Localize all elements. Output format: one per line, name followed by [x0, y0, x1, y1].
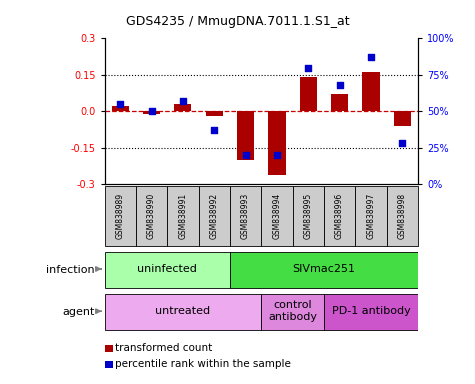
Bar: [174, 104, 191, 111]
Bar: [167, 186, 199, 246]
Text: GSM838998: GSM838998: [398, 193, 407, 239]
Bar: [387, 186, 418, 246]
Text: control
antibody: control antibody: [268, 300, 317, 322]
Bar: [394, 111, 411, 126]
Bar: [136, 186, 167, 246]
Text: GSM838997: GSM838997: [367, 193, 375, 239]
Text: GSM838994: GSM838994: [273, 193, 281, 239]
Point: [242, 152, 249, 158]
Point: [210, 127, 218, 133]
Text: GSM838992: GSM838992: [210, 193, 218, 239]
Point: [399, 141, 406, 147]
Bar: [206, 111, 223, 116]
Text: GSM838990: GSM838990: [147, 193, 156, 239]
Bar: [230, 186, 261, 246]
Bar: [324, 294, 418, 330]
Text: GSM838996: GSM838996: [335, 193, 344, 239]
Bar: [331, 94, 348, 111]
Text: GDS4235 / MmugDNA.7011.1.S1_at: GDS4235 / MmugDNA.7011.1.S1_at: [126, 15, 349, 28]
Point: [336, 82, 343, 88]
Bar: [237, 111, 254, 160]
Text: GSM838989: GSM838989: [116, 193, 124, 239]
Text: transformed count: transformed count: [115, 343, 212, 353]
Bar: [300, 77, 317, 111]
Text: percentile rank within the sample: percentile rank within the sample: [115, 359, 291, 369]
Text: GSM838991: GSM838991: [179, 193, 187, 239]
Bar: [104, 252, 230, 288]
Point: [304, 65, 312, 71]
Text: infection: infection: [47, 265, 95, 275]
Text: agent: agent: [63, 307, 95, 317]
Point: [179, 98, 187, 104]
Bar: [143, 111, 160, 114]
Bar: [112, 106, 129, 111]
Point: [116, 101, 124, 107]
Bar: [355, 186, 387, 246]
Bar: [261, 186, 293, 246]
Bar: [104, 186, 136, 246]
Bar: [268, 111, 285, 175]
Bar: [362, 73, 380, 111]
Text: untreated: untreated: [155, 306, 210, 316]
Bar: [104, 294, 261, 330]
Bar: [261, 294, 324, 330]
Bar: [230, 252, 418, 288]
Text: PD-1 antibody: PD-1 antibody: [332, 306, 410, 316]
Bar: [293, 186, 324, 246]
Point: [367, 54, 375, 60]
Text: GSM838993: GSM838993: [241, 193, 250, 239]
Text: GSM838995: GSM838995: [304, 193, 313, 239]
Text: uninfected: uninfected: [137, 264, 197, 274]
Bar: [324, 186, 355, 246]
Point: [148, 108, 155, 114]
Point: [273, 152, 281, 158]
Bar: [199, 186, 230, 246]
Text: SIVmac251: SIVmac251: [293, 264, 355, 274]
